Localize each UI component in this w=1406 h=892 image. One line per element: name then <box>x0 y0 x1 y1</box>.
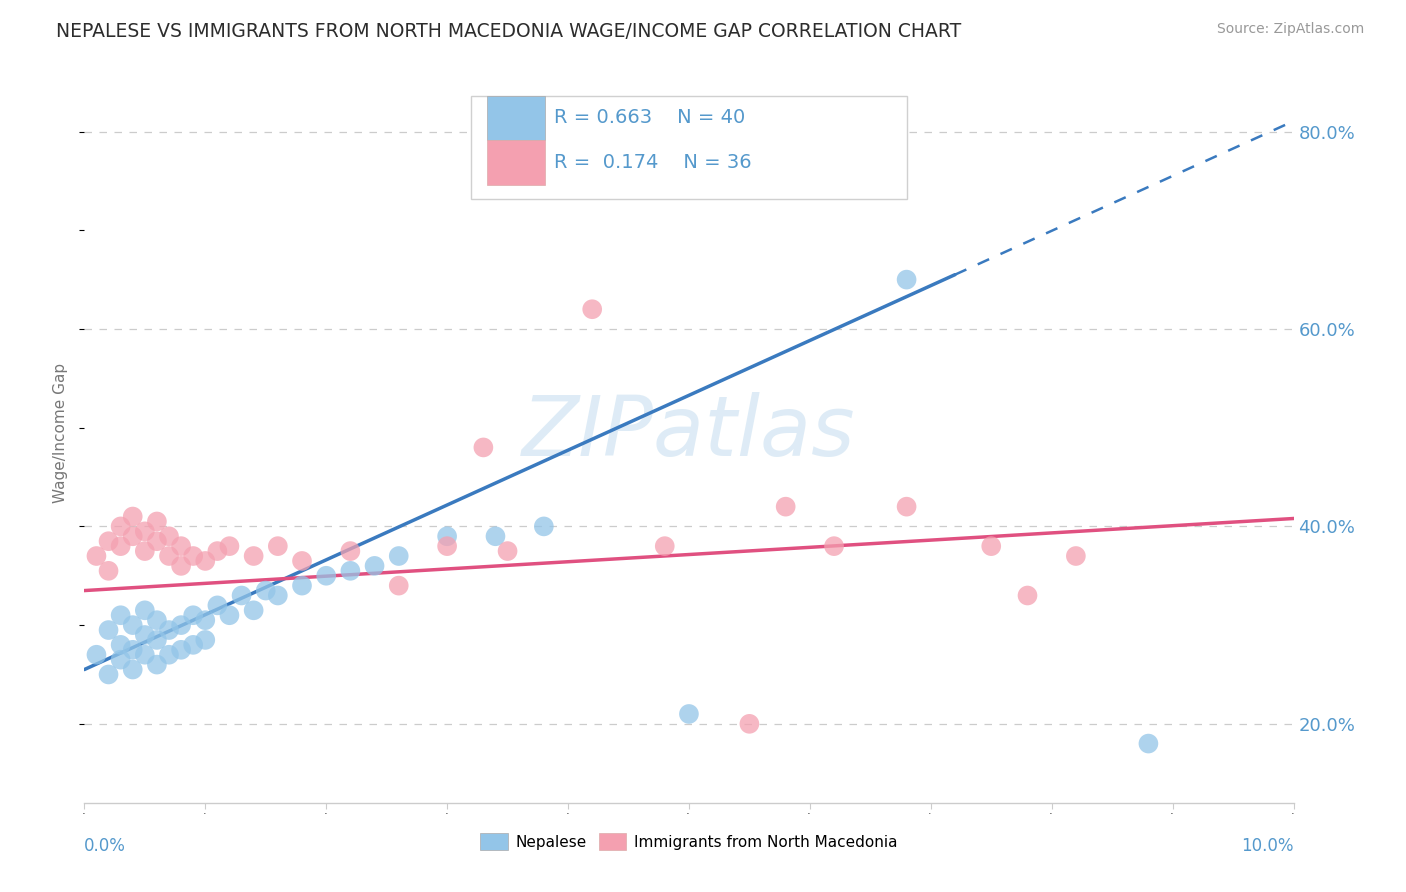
Text: NEPALESE VS IMMIGRANTS FROM NORTH MACEDONIA WAGE/INCOME GAP CORRELATION CHART: NEPALESE VS IMMIGRANTS FROM NORTH MACEDO… <box>56 22 962 41</box>
Text: Source: ZipAtlas.com: Source: ZipAtlas.com <box>1216 22 1364 37</box>
Point <box>388 579 411 593</box>
Point <box>86 648 108 662</box>
Point <box>291 554 314 568</box>
Point <box>339 544 361 558</box>
Point <box>170 618 193 632</box>
Point <box>207 599 229 613</box>
Text: R =  0.174    N = 36: R = 0.174 N = 36 <box>554 153 751 172</box>
Point <box>134 544 156 558</box>
Point <box>157 549 180 563</box>
Point <box>363 558 385 573</box>
Point <box>678 706 700 721</box>
Point <box>581 302 603 317</box>
FancyBboxPatch shape <box>486 95 546 140</box>
Point <box>134 603 156 617</box>
Point <box>157 529 180 543</box>
Point <box>533 519 555 533</box>
Point <box>97 534 120 549</box>
Point <box>146 515 169 529</box>
Point <box>980 539 1002 553</box>
Point <box>218 608 240 623</box>
Point <box>170 642 193 657</box>
Y-axis label: Wage/Income Gap: Wage/Income Gap <box>53 362 69 503</box>
Point <box>436 529 458 543</box>
Point <box>896 500 918 514</box>
Point <box>242 603 264 617</box>
Point <box>436 539 458 553</box>
Point <box>775 500 797 514</box>
Point <box>654 539 676 553</box>
FancyBboxPatch shape <box>471 95 907 200</box>
Point <box>181 549 204 563</box>
Point <box>388 549 411 563</box>
Point <box>146 632 169 647</box>
Point <box>121 642 143 657</box>
Point <box>242 549 264 563</box>
Point <box>823 539 845 553</box>
Point <box>181 608 204 623</box>
Point <box>121 663 143 677</box>
Point <box>339 564 361 578</box>
Point <box>267 589 290 603</box>
Point <box>1017 589 1039 603</box>
Point <box>134 648 156 662</box>
Point <box>134 628 156 642</box>
Point <box>315 568 337 582</box>
Point <box>157 623 180 637</box>
Point <box>1064 549 1087 563</box>
Point <box>110 519 132 533</box>
Point <box>1137 737 1160 751</box>
Point <box>110 638 132 652</box>
Point <box>121 529 143 543</box>
Point <box>146 613 169 627</box>
Point <box>146 534 169 549</box>
Point <box>231 589 253 603</box>
Point <box>496 544 519 558</box>
Point <box>157 648 180 662</box>
Point <box>291 579 314 593</box>
Point <box>194 613 217 627</box>
Point <box>146 657 169 672</box>
Point <box>110 653 132 667</box>
Point <box>218 539 240 553</box>
Point <box>194 554 217 568</box>
Text: 10.0%: 10.0% <box>1241 838 1294 855</box>
Point <box>484 529 506 543</box>
Point <box>97 623 120 637</box>
Point <box>110 539 132 553</box>
Point <box>121 509 143 524</box>
Point <box>207 544 229 558</box>
Point <box>134 524 156 539</box>
Point <box>97 564 120 578</box>
Point <box>181 638 204 652</box>
Point <box>86 549 108 563</box>
Text: R = 0.663    N = 40: R = 0.663 N = 40 <box>554 109 745 128</box>
Point <box>194 632 217 647</box>
Point <box>254 583 277 598</box>
Point <box>472 441 495 455</box>
Point <box>110 608 132 623</box>
Point <box>121 618 143 632</box>
Point <box>738 716 761 731</box>
Point <box>97 667 120 681</box>
Legend: Nepalese, Immigrants from North Macedonia: Nepalese, Immigrants from North Macedoni… <box>472 825 905 858</box>
Point <box>267 539 290 553</box>
FancyBboxPatch shape <box>486 140 546 185</box>
Point <box>170 539 193 553</box>
Text: ZIPatlas: ZIPatlas <box>522 392 856 473</box>
Text: 0.0%: 0.0% <box>84 838 127 855</box>
Point <box>170 558 193 573</box>
Point <box>896 272 918 286</box>
